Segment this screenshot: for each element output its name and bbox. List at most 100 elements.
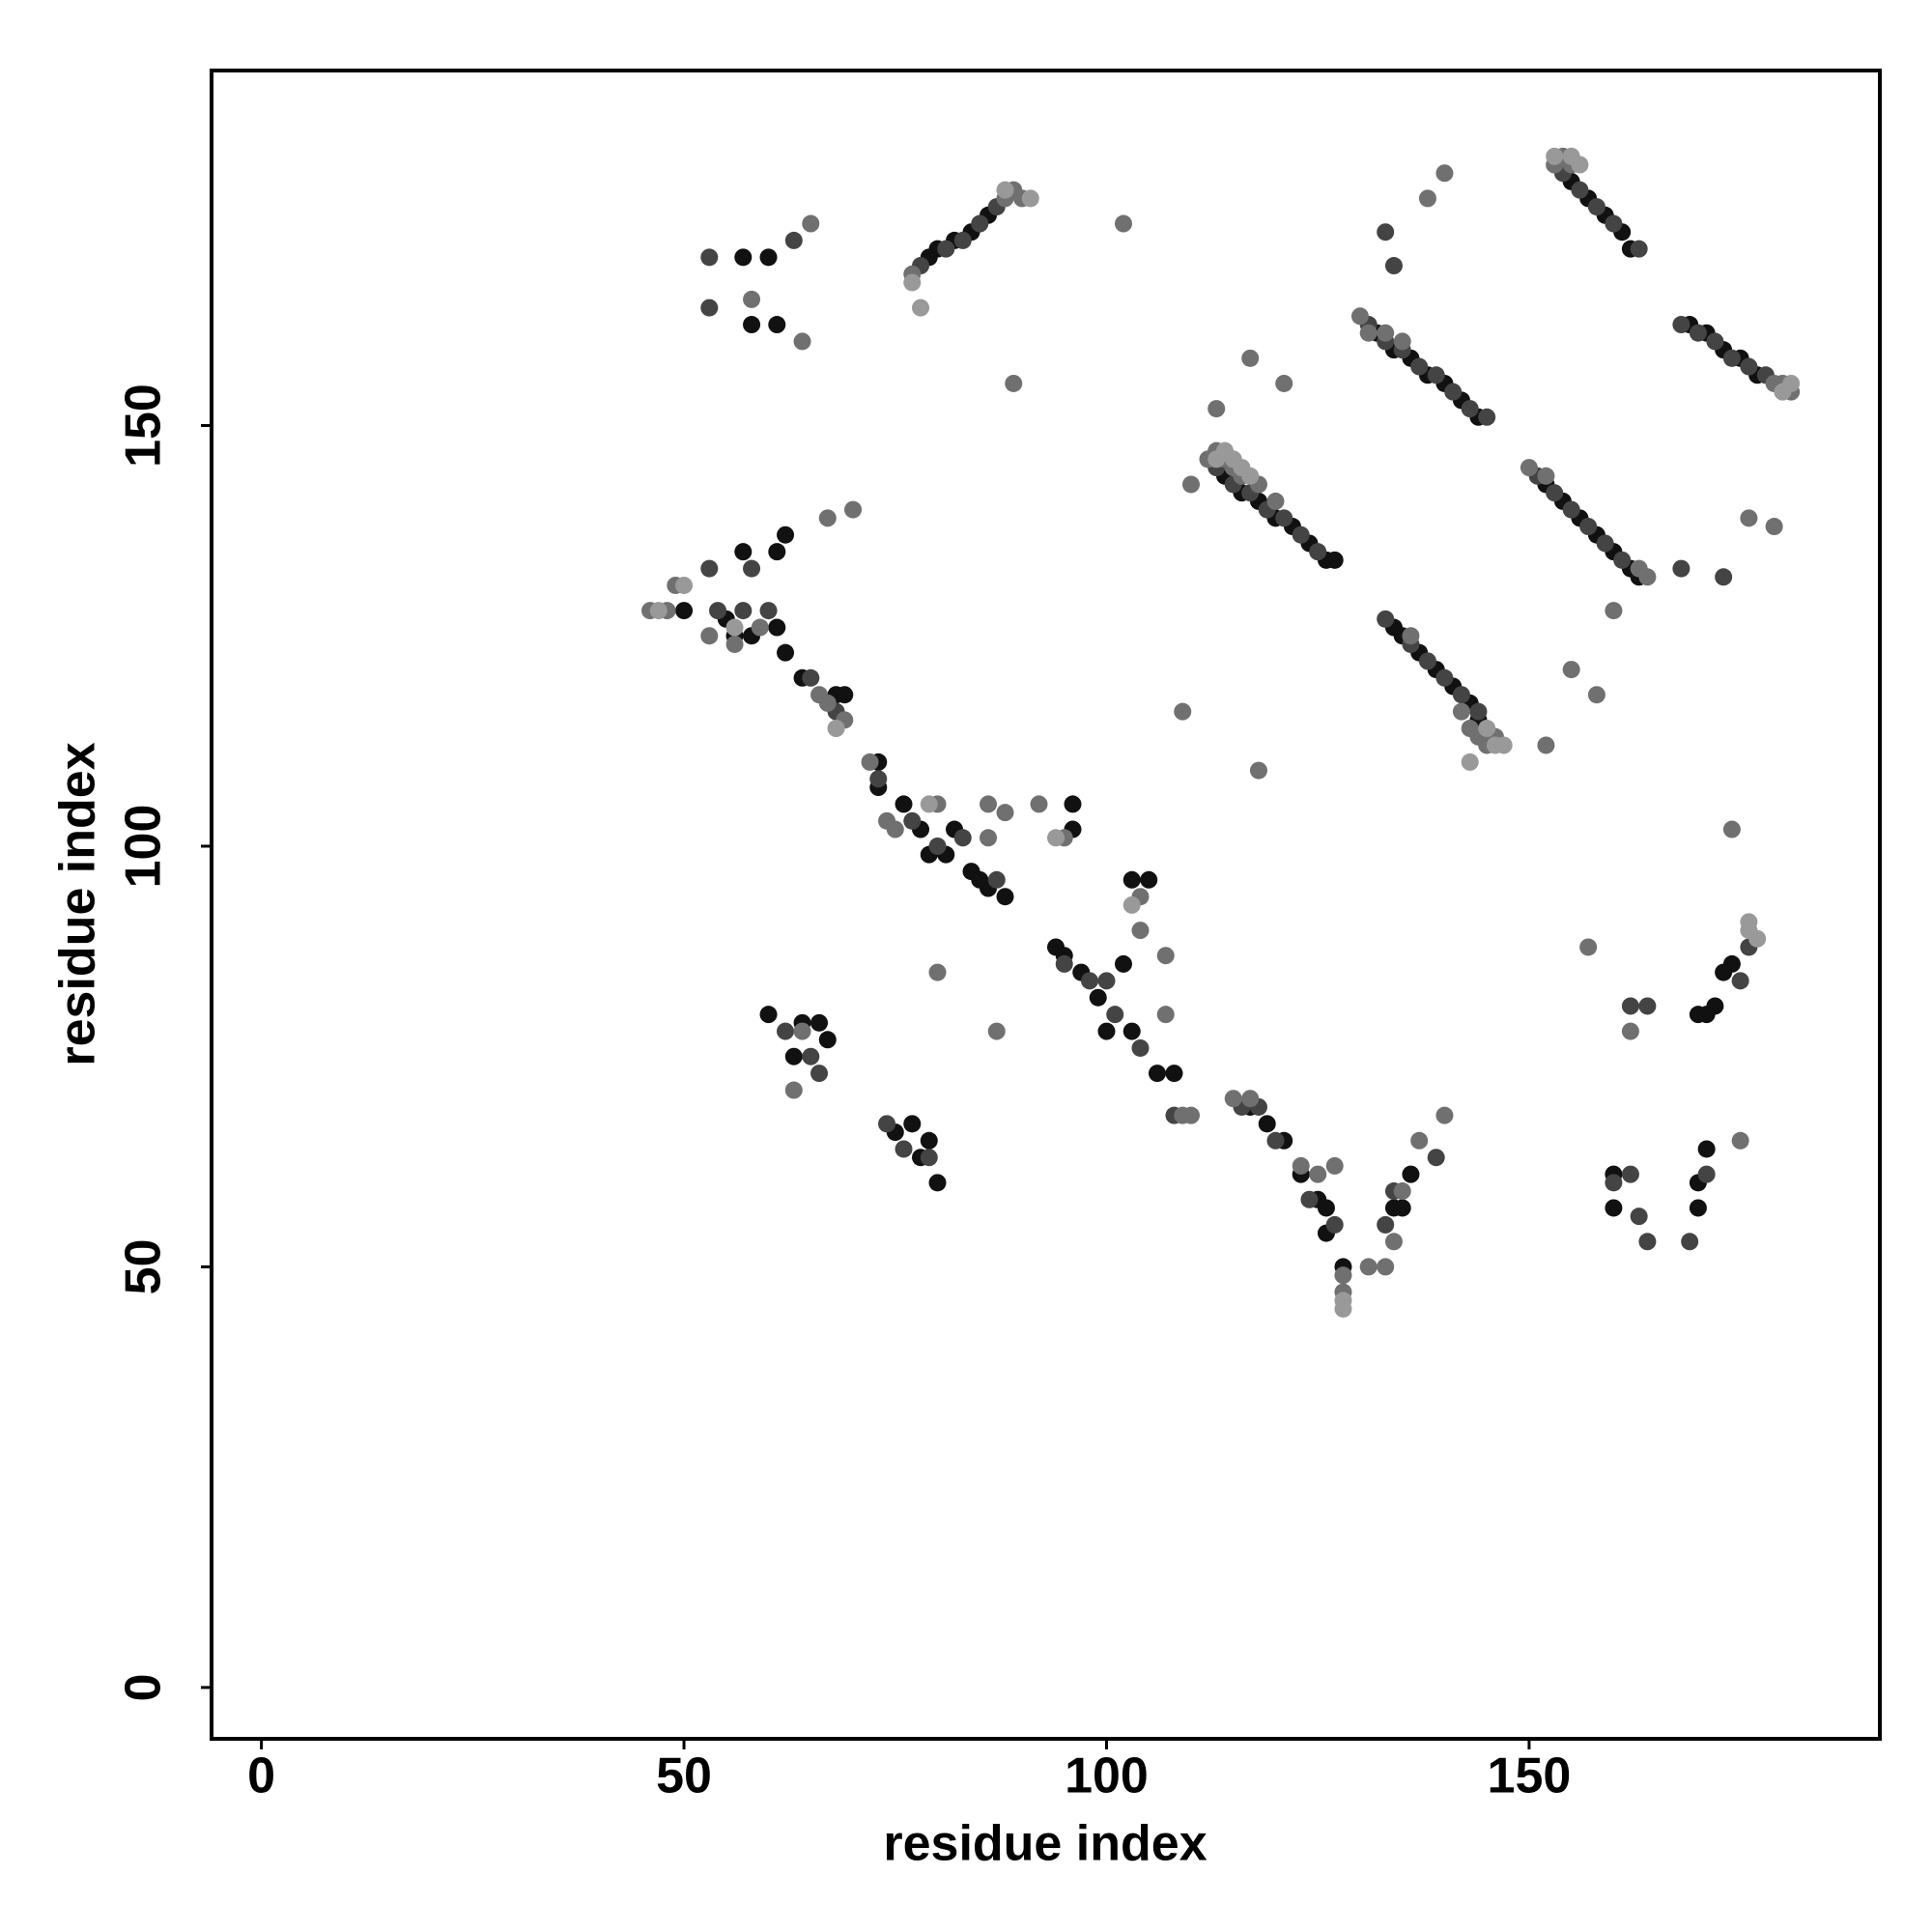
point — [1697, 1165, 1716, 1183]
point — [1520, 459, 1538, 477]
point — [1621, 1022, 1639, 1040]
point — [1089, 988, 1107, 1007]
point — [1444, 383, 1463, 401]
point — [1638, 568, 1657, 586]
point — [1546, 147, 1564, 165]
point — [734, 602, 753, 620]
point — [1427, 366, 1445, 384]
point — [836, 686, 854, 704]
point — [1740, 913, 1758, 931]
point — [1131, 1038, 1150, 1057]
x-tick-label: 50 — [656, 1748, 712, 1804]
point — [1266, 1131, 1285, 1150]
point — [971, 214, 989, 233]
point — [1562, 500, 1580, 519]
point — [1309, 543, 1327, 561]
point — [1292, 526, 1310, 544]
point — [1494, 736, 1513, 754]
point — [920, 795, 938, 813]
point — [1275, 374, 1293, 392]
point — [1131, 922, 1150, 940]
point — [1546, 484, 1564, 502]
point — [1579, 518, 1598, 536]
point — [1621, 1165, 1639, 1183]
point — [1156, 947, 1175, 965]
point — [1377, 324, 1395, 342]
point — [818, 1031, 837, 1049]
point — [734, 248, 753, 267]
point — [980, 829, 998, 847]
point — [1266, 492, 1285, 510]
point — [1765, 518, 1783, 536]
point — [861, 753, 879, 771]
point — [1325, 1156, 1344, 1175]
point — [886, 820, 904, 838]
point — [1613, 551, 1632, 569]
point — [1377, 223, 1395, 242]
point — [751, 618, 769, 637]
point — [1638, 997, 1657, 1015]
point — [1241, 1090, 1260, 1108]
point — [953, 231, 972, 249]
point — [996, 181, 1014, 199]
point — [784, 1081, 803, 1099]
point — [784, 1047, 803, 1065]
point — [810, 1013, 829, 1032]
point — [1715, 568, 1733, 586]
point — [1140, 870, 1158, 889]
point — [1427, 1149, 1445, 1167]
point — [1435, 164, 1454, 183]
point — [1249, 761, 1267, 780]
point — [793, 1022, 811, 1040]
point — [675, 576, 694, 594]
point — [802, 668, 820, 687]
point — [827, 720, 845, 738]
point — [1106, 1006, 1124, 1024]
point — [675, 602, 694, 620]
point — [987, 1022, 1006, 1040]
x-tick-label: 0 — [247, 1748, 275, 1804]
point — [1377, 610, 1395, 628]
point — [1537, 467, 1555, 485]
point — [1605, 1174, 1623, 1192]
point — [996, 804, 1014, 822]
point — [1325, 551, 1344, 569]
point — [1224, 1090, 1242, 1108]
point — [1046, 829, 1065, 847]
point — [700, 559, 719, 578]
point — [1697, 1140, 1716, 1158]
point — [1114, 214, 1132, 233]
point — [1317, 1199, 1335, 1217]
point — [1410, 357, 1429, 376]
point — [1621, 997, 1639, 1015]
point — [759, 602, 778, 620]
x-tick-label: 100 — [1065, 1748, 1149, 1804]
point — [777, 1022, 795, 1040]
y-tick-label: 50 — [116, 1239, 172, 1295]
point — [1672, 559, 1690, 578]
point — [777, 643, 795, 662]
point — [810, 1065, 829, 1083]
point — [1461, 400, 1479, 418]
point — [1587, 686, 1605, 704]
point — [1605, 602, 1623, 620]
point — [1748, 929, 1767, 948]
point — [743, 290, 761, 308]
point — [1384, 257, 1403, 275]
point — [1393, 1182, 1411, 1201]
point — [1181, 475, 1200, 494]
point — [1630, 1208, 1648, 1226]
point — [895, 795, 913, 813]
point — [700, 248, 719, 267]
point — [1292, 1156, 1310, 1175]
point — [953, 829, 972, 847]
point — [1681, 1233, 1699, 1251]
y-tick-label: 100 — [116, 805, 172, 889]
point — [1359, 1258, 1378, 1276]
point — [1393, 332, 1411, 351]
point — [1605, 214, 1623, 233]
point — [1309, 1165, 1327, 1183]
point — [1410, 1131, 1429, 1150]
point — [1605, 1199, 1623, 1217]
